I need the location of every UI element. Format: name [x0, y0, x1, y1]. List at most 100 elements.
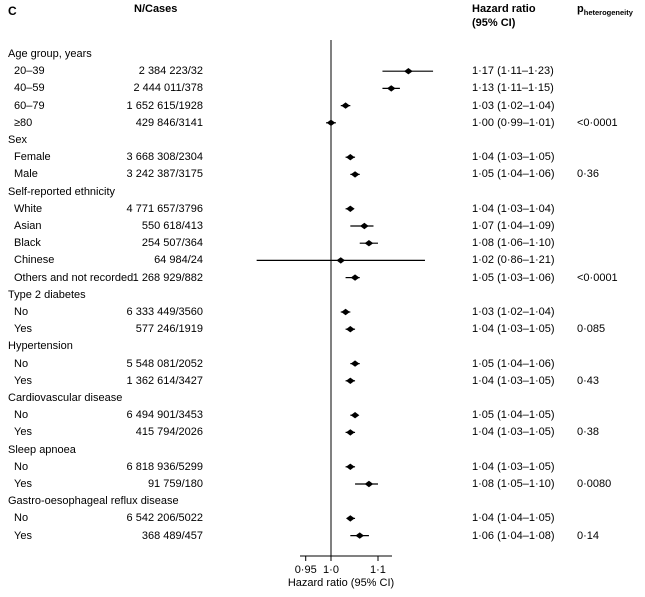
hr-marker: [341, 102, 350, 109]
hr-marker: [350, 360, 360, 367]
group-label: Hypertension: [8, 340, 73, 353]
hr-ci-text: 1·03 (1·02–1·04): [472, 306, 555, 318]
row-label: Yes: [14, 426, 32, 439]
p-heterogeneity-value: 0·43: [577, 374, 600, 387]
hr-ci-text: 1·05 (1·03–1·06): [472, 271, 555, 284]
row-label: White: [14, 202, 43, 215]
hr-marker: [346, 326, 355, 333]
row-label: No: [14, 512, 29, 525]
hr-marker: [350, 412, 360, 419]
x-axis-title: Hazard ratio (95% CI): [287, 577, 395, 589]
n-cases-value: 415 794/2026: [135, 426, 203, 439]
n-cases-value: 3 668 308/2304: [126, 151, 203, 164]
hr-marker: [346, 515, 355, 522]
n-cases-value: 64 984/24: [154, 254, 203, 267]
group-label: Self-reported ethnicity: [8, 185, 115, 198]
hr-marker: [404, 68, 413, 75]
x-axis-tick-label: 1·1: [370, 564, 386, 576]
row-label: Yes: [14, 478, 32, 490]
x-axis-tick-label: 0·95: [294, 564, 317, 576]
p-heterogeneity-value: <0·0001: [577, 116, 618, 129]
hr-ci-text: 1·03 (1·02–1·04): [472, 99, 555, 112]
hr-marker: [341, 308, 350, 316]
hr-ci-text: 1·04 (1·03–1·05): [472, 151, 555, 164]
hr-ci-text: 1·04 (1·03–1·05): [472, 426, 555, 439]
group-label: Sex: [8, 134, 27, 146]
hr-marker: [350, 171, 360, 178]
hr-marker: [364, 480, 374, 488]
p-heterogeneity-value: <0·0001: [577, 271, 618, 284]
hr-ci-text: 1·05 (1·04–1·06): [472, 357, 555, 370]
row-label: Female: [14, 151, 51, 164]
n-cases-value: 2 444 011/378: [133, 82, 203, 95]
n-cases-value: 6 333 449/3560: [126, 306, 203, 318]
group-label: Sleep apnoea: [8, 443, 76, 456]
hr-ci-text: 1·04 (1·03–1·05): [472, 460, 555, 473]
row-label: Yes: [14, 529, 32, 542]
n-cases-value: 6 494 901/3453: [126, 409, 203, 422]
n-cases-value: 6 818 936/5299: [126, 460, 203, 473]
row-label: Black: [14, 237, 41, 250]
n-cases-value: 429 846/3141: [135, 116, 203, 129]
row-label: Others and not recorded: [14, 271, 134, 284]
row-label: 20–39: [14, 65, 45, 78]
n-cases-value: 1 362 614/3427: [126, 374, 203, 387]
row-label: ≥80: [14, 116, 33, 129]
row-label: Yes: [14, 323, 32, 336]
hr-marker: [346, 154, 355, 161]
hr-ci-text: 1·08 (1·05–1·10): [472, 478, 555, 490]
n-cases-value: 4 771 657/3796: [126, 202, 203, 215]
group-label: Gastro-oesophageal reflux disease: [8, 495, 179, 508]
n-cases-value: 1 652 615/1928: [126, 99, 203, 112]
n-cases-value: 6 542 206/5022: [126, 512, 203, 525]
p-heterogeneity-value: 0·085: [577, 323, 606, 336]
hr-marker: [364, 240, 374, 247]
hr-marker: [386, 85, 396, 92]
p-label: p: [577, 3, 584, 15]
n-cases-value: 368 489/457: [141, 529, 203, 542]
row-label: Male: [14, 168, 38, 181]
n-cases-value: 2 384 223/32: [138, 65, 203, 78]
row-label: No: [14, 409, 29, 422]
row-label: Chinese: [14, 254, 55, 267]
hr-ci-text: 1·00 (0·99–1·01): [472, 116, 555, 129]
p-heterogeneity-value: 0·14: [577, 529, 600, 542]
p-heterogeneity-value: 0·36: [577, 168, 600, 181]
x-axis-tick-label: 1·0: [323, 564, 339, 576]
hr-marker: [346, 377, 355, 384]
p-subscript: heterogeneity: [583, 8, 633, 18]
n-cases-value: 550 618/413: [141, 220, 203, 232]
n-cases-value: 5 548 081/2052: [126, 357, 203, 370]
group-label: Cardiovascular disease: [8, 392, 123, 404]
n-cases-value: 91 759/180: [147, 478, 203, 490]
n-cases-value: 254 507/364: [141, 237, 203, 250]
p-heterogeneity-value: 0·38: [577, 426, 600, 439]
column-header-p-heterogeneity: pheterogeneity: [577, 2, 633, 20]
hr-ci-text: 1·08 (1·06–1·10): [472, 237, 555, 250]
hr-ci-text: 1·13 (1·11–1·15): [472, 82, 554, 95]
hr-marker: [336, 257, 346, 264]
column-header-n-cases: N/Cases: [134, 3, 178, 15]
row-label: No: [14, 306, 29, 318]
hr-ci-text: 1·04 (1·03–1·05): [472, 323, 555, 336]
row-label: 60–79: [14, 99, 45, 112]
column-header-hazard-ratio-line1: Hazard ratio: [472, 3, 536, 15]
p-heterogeneity-value: 0·0080: [577, 478, 612, 490]
hr-marker: [346, 463, 355, 470]
hr-marker: [360, 222, 369, 230]
hr-ci-text: 1·17 (1·11–1·23): [472, 65, 554, 78]
hr-ci-text: 1·05 (1·04–1·06): [472, 168, 555, 181]
n-cases-value: 577 246/1919: [135, 323, 203, 336]
group-label: Type 2 diabetes: [8, 288, 86, 301]
hr-ci-text: 1·04 (1·04–1·05): [472, 512, 555, 525]
row-label: 40–59: [14, 82, 45, 95]
row-label: No: [14, 357, 29, 370]
hr-ci-text: 1·04 (1·03–1·04): [472, 202, 555, 215]
hr-marker: [346, 205, 355, 212]
hr-ci-text: 1·04 (1·03–1·05): [472, 374, 555, 387]
n-cases-value: 1 268 929/882: [132, 271, 203, 284]
row-label: Yes: [14, 374, 32, 387]
hr-ci-text: 1·06 (1·04–1·08): [472, 529, 555, 542]
hr-marker: [346, 429, 355, 436]
